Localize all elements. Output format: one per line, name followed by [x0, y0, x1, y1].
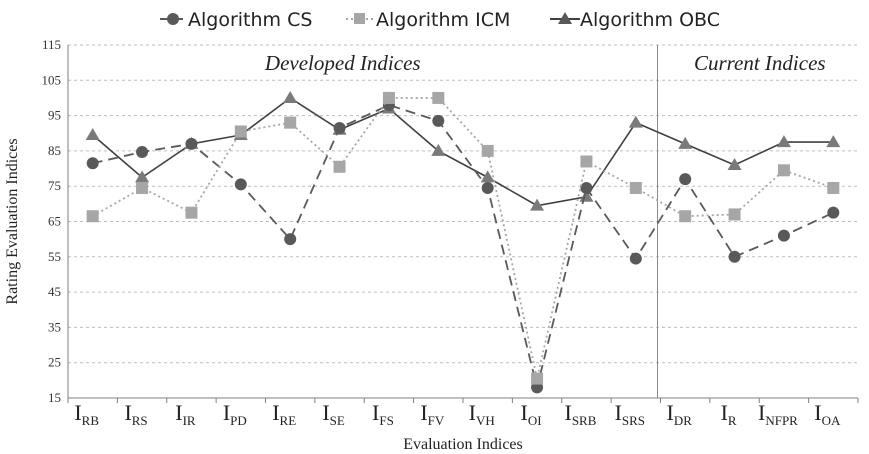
x-tick-label: IVH: [469, 400, 495, 428]
y-tick-label: 115: [42, 37, 61, 52]
data-point: [283, 90, 298, 103]
data-point: [333, 160, 346, 173]
legend-label-cs: Algorithm CS: [188, 9, 312, 31]
x-tick-label: ISE: [322, 400, 345, 428]
data-point: [85, 128, 100, 141]
data-point: [679, 210, 692, 223]
x-tick-label: IIR: [175, 400, 196, 428]
x-tick-label: ISRS: [615, 400, 645, 428]
x-tick-label: IPD: [223, 400, 247, 428]
x-tick-label: IFS: [372, 400, 394, 428]
y-tick-label: 65: [48, 214, 61, 229]
x-tick-label: INFPR: [758, 400, 798, 428]
series-line: [92, 96, 834, 207]
x-axis-title: Evaluation Indices: [403, 436, 523, 453]
y-axis-title: Rating Evaluation Indices: [4, 138, 21, 304]
y-axis-ticks: 15 25 35 45 55 65 75 85 95 105 115: [42, 37, 62, 405]
x-tick-label: ISRB: [564, 400, 596, 428]
x-tick-label: IRS: [124, 400, 147, 428]
data-point: [234, 125, 247, 138]
data-point: [432, 114, 445, 127]
data-point: [629, 252, 642, 265]
data-point: [777, 229, 790, 242]
data-point: [432, 91, 445, 104]
series-line: [92, 104, 834, 388]
y-tick-label: 105: [42, 72, 62, 87]
data-point: [727, 158, 742, 171]
data-point: [185, 137, 198, 150]
data-point: [678, 136, 693, 149]
data-point: [728, 208, 741, 221]
data-point: [679, 173, 692, 186]
data-point: [628, 115, 643, 128]
data-point: [431, 143, 446, 156]
data-point: [333, 121, 346, 134]
x-axis-ticks: IRB IRS IIR IPD IRE ISE IFS IFV IVH IOI ISRB ISRS ID…: [67, 398, 859, 428]
series-algorithm-cs: [86, 99, 840, 394]
data-point: [284, 233, 297, 246]
data-point: [382, 91, 395, 104]
data-point: [580, 181, 593, 194]
series-group: [85, 90, 841, 394]
y-tick-label: 95: [48, 108, 61, 123]
legend-item-cs: Algorithm CS: [160, 9, 312, 31]
data-point: [481, 181, 494, 194]
y-tick-label: 75: [48, 178, 61, 193]
series-algorithm-obc: [85, 90, 841, 211]
data-point: [827, 206, 840, 219]
data-point: [777, 164, 790, 177]
data-point: [481, 144, 494, 157]
data-point: [580, 155, 593, 168]
data-point: [629, 181, 642, 194]
legend-label-icm: Algorithm ICM: [376, 9, 510, 31]
data-point: [135, 170, 150, 183]
data-point: [728, 250, 741, 263]
data-point: [136, 181, 149, 194]
data-point: [86, 157, 99, 170]
legend: Algorithm CS Algorithm ICM Algorithm OBC: [160, 9, 720, 31]
series-algorithm-icm: [86, 91, 840, 385]
data-point: [826, 135, 841, 148]
legend-item-icm: Algorithm ICM: [346, 9, 510, 31]
data-point: [827, 181, 840, 194]
data-point: [284, 116, 297, 129]
legend-label-obc: Algorithm OBC: [580, 9, 720, 31]
y-tick-label: 35: [48, 319, 61, 334]
gridlines: [67, 44, 858, 399]
x-tick-label: IR: [721, 400, 737, 428]
region-label-developed: Developed Indices: [264, 51, 421, 75]
data-point: [531, 372, 544, 385]
y-tick-label: 25: [48, 355, 61, 370]
y-tick-label: 85: [48, 143, 61, 158]
data-point: [480, 170, 495, 183]
data-point: [185, 206, 198, 219]
legend-item-obc: Algorithm OBC: [550, 9, 720, 31]
y-tick-label: 15: [48, 390, 61, 405]
x-tick-label: IOI: [521, 400, 542, 428]
x-tick-label: IRB: [74, 400, 99, 428]
x-tick-label: IRE: [272, 400, 296, 428]
data-point: [136, 145, 149, 158]
x-tick-label: IDR: [666, 400, 692, 428]
y-tick-label: 55: [48, 249, 61, 264]
x-tick-label: IOA: [814, 400, 841, 428]
y-tick-label: 45: [48, 284, 61, 299]
x-tick-label: IFV: [420, 400, 445, 428]
data-point: [530, 198, 545, 211]
region-label-current: Current Indices: [694, 51, 826, 75]
data-point: [234, 178, 247, 191]
data-point: [86, 210, 99, 223]
data-point: [776, 135, 791, 148]
